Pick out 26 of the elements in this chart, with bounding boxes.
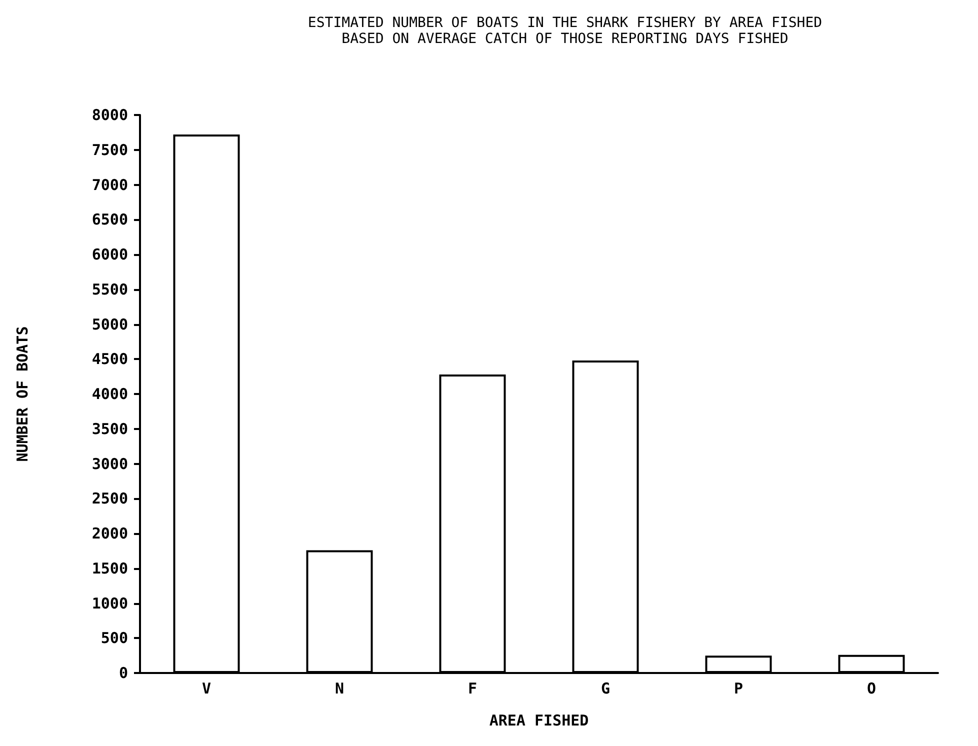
y-tick-label: 7500 — [92, 140, 128, 159]
y-tick-label: 3500 — [92, 420, 128, 438]
y-tick-label: 0 — [118, 664, 128, 682]
y-tick-label: 1500 — [92, 559, 128, 578]
y-tick-label: 1000 — [92, 594, 128, 612]
x-axis-title: AREA FISHED — [489, 712, 589, 730]
y-tick-label: 6500 — [92, 210, 128, 229]
y-tick-label: 2000 — [92, 524, 128, 542]
y-tick-label: 4000 — [92, 385, 128, 403]
y-tick-label: 7000 — [92, 176, 128, 194]
y-tick-label: 4500 — [92, 350, 128, 368]
y-tick-label: 3000 — [92, 454, 128, 473]
x-tick-label: G — [600, 680, 610, 698]
y-tick-label: 2500 — [92, 490, 128, 508]
y-tick-label: 5000 — [92, 315, 128, 334]
x-tick-label: F — [468, 680, 478, 698]
y-tick-label: 8000 — [92, 106, 128, 124]
x-tick-label: O — [866, 680, 876, 698]
y-tick-label: 6000 — [92, 246, 128, 264]
y-tick-label: 5500 — [92, 280, 128, 298]
chart-title: ESTIMATED NUMBER OF BOATS IN THE SHARK FISHERY BY AREA FISHED BASED ON AVERAGE CATCH OF THOSE REPORTING DAYS FISHED — [308, 15, 822, 47]
x-tick-label: P — [734, 680, 744, 698]
x-tick-label: V — [202, 680, 212, 698]
x-tick-label: N — [334, 680, 344, 698]
y-axis-title: NUMBER OF BOATS — [14, 326, 32, 462]
y-tick-label: 500 — [100, 629, 128, 648]
